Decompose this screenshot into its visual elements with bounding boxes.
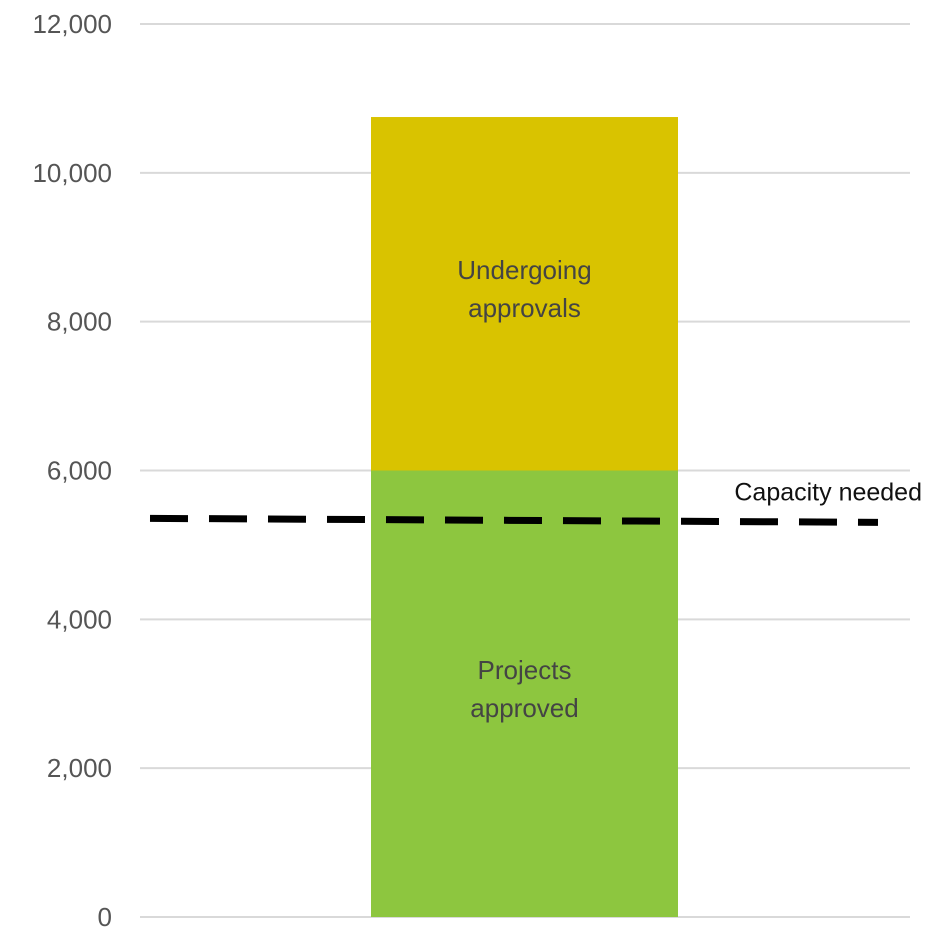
capacity-needed-label: Capacity needed — [734, 478, 922, 506]
segment-label: approvals — [468, 293, 581, 323]
segment-label: approved — [470, 693, 578, 723]
bar-segments — [371, 117, 678, 917]
y-tick-label: 10,000 — [32, 158, 112, 188]
y-tick-label: 12,000 — [32, 9, 112, 39]
segment-label: Undergoing — [457, 255, 591, 285]
capacity-line-group: Capacity needed — [149, 478, 922, 526]
capacity-needed-line — [149, 514, 879, 526]
y-axis-tick-labels: 0 2,000 4,000 6,000 8,000 10,000 12,000 — [32, 9, 112, 929]
y-tick-label: 6,000 — [47, 456, 112, 486]
segment-labels: Projects approved Undergoing approvals — [457, 255, 591, 723]
y-tick-label: 8,000 — [47, 307, 112, 337]
y-tick-label: 2,000 — [47, 753, 112, 783]
y-tick-label: 4,000 — [47, 604, 112, 634]
bar-segment-projects-approved — [371, 470, 678, 917]
segment-label: Projects — [478, 655, 572, 685]
y-tick-label: 0 — [98, 902, 112, 929]
bar-segment-undergoing-approvals — [371, 117, 678, 471]
